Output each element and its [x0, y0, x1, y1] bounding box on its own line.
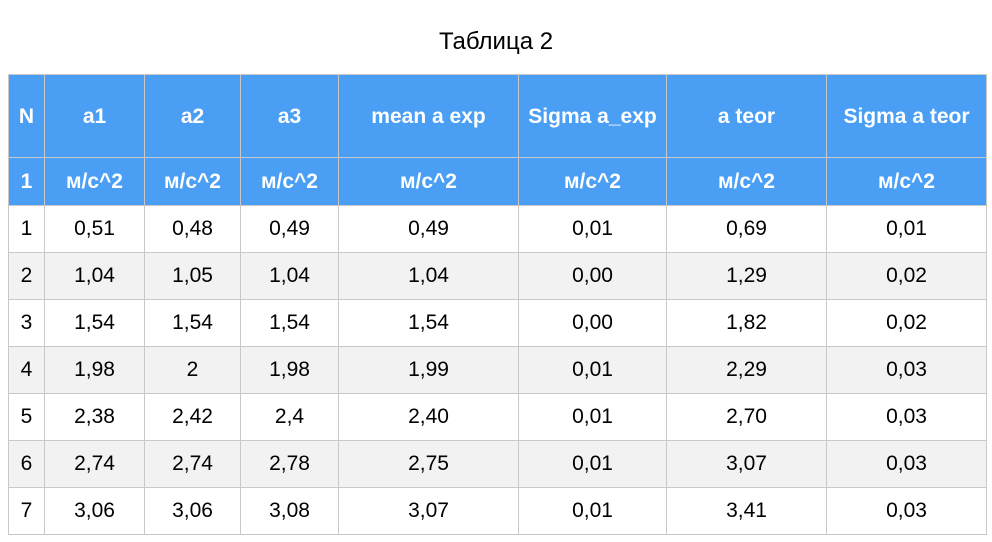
- table-cell: 2,75: [338, 440, 519, 488]
- table-cell: 2,29: [666, 346, 827, 394]
- table-cell: 3,41: [666, 487, 827, 535]
- header-cell-a1: a1: [44, 74, 145, 158]
- table-cell: 1,29: [666, 252, 827, 300]
- table-cell: 0,03: [826, 487, 987, 535]
- table-cell: 3,06: [44, 487, 145, 535]
- table-cell: 0,48: [144, 205, 241, 253]
- header-cell-a2: a2: [144, 74, 241, 158]
- table-row: 5 2,38 2,42 2,4 2,40 0,01 2,70 0,03: [8, 393, 987, 441]
- table-cell: 0,49: [338, 205, 519, 253]
- table-cell: 1,04: [240, 252, 339, 300]
- header-cell-n: N: [8, 74, 45, 158]
- table-cell: 1: [8, 205, 45, 253]
- table-cell: 2,74: [144, 440, 241, 488]
- table-cell: 0,01: [826, 205, 987, 253]
- table-cell: 0,01: [518, 346, 667, 394]
- table-cell: 1,54: [44, 299, 145, 347]
- table-row: 3 1,54 1,54 1,54 1,54 0,00 1,82 0,02: [8, 299, 987, 347]
- table-cell: 1,98: [44, 346, 145, 394]
- table-cell: 0,01: [518, 487, 667, 535]
- table-cell: 1,54: [144, 299, 241, 347]
- table-cell: 1,98: [240, 346, 339, 394]
- table-cell: 3,07: [666, 440, 827, 488]
- table-row: 6 2,74 2,74 2,78 2,75 0,01 3,07 0,03: [8, 440, 987, 488]
- table-cell: 1,54: [338, 299, 519, 347]
- header-cell-a-teor: a teor: [666, 74, 827, 158]
- header-cell-a3: a3: [240, 74, 339, 158]
- table-cell: 0,01: [518, 205, 667, 253]
- table-cell: 2: [144, 346, 241, 394]
- table-cell: 1,05: [144, 252, 241, 300]
- table-cell: 0,00: [518, 299, 667, 347]
- table-cell: 2,40: [338, 393, 519, 441]
- table-cell: 2,4: [240, 393, 339, 441]
- units-cell: м/с^2: [826, 157, 987, 206]
- table-cell: 3,07: [338, 487, 519, 535]
- units-cell: м/с^2: [144, 157, 241, 206]
- table-cell: 2,42: [144, 393, 241, 441]
- table-cell: 3,06: [144, 487, 241, 535]
- table-cell: 1,04: [338, 252, 519, 300]
- table-cell: 2: [8, 252, 45, 300]
- units-row: 1 м/с^2 м/с^2 м/с^2 м/с^2 м/с^2 м/с^2 м/…: [8, 157, 987, 206]
- table-cell: 2,38: [44, 393, 145, 441]
- header-cell-mean-a-exp: mean a exp: [338, 74, 519, 158]
- header-cell-sigma-a-exp: Sigma a_exp: [518, 74, 667, 158]
- table-cell: 0,01: [518, 393, 667, 441]
- table-cell: 4: [8, 346, 45, 394]
- units-cell: м/с^2: [338, 157, 519, 206]
- table-cell: 3,08: [240, 487, 339, 535]
- table-cell: 2,78: [240, 440, 339, 488]
- table-cell: 0,69: [666, 205, 827, 253]
- table-cell: 0,49: [240, 205, 339, 253]
- table-cell: 0,51: [44, 205, 145, 253]
- table-cell: 1,04: [44, 252, 145, 300]
- table-cell: 1,99: [338, 346, 519, 394]
- table-cell: 0,02: [826, 252, 987, 300]
- table-cell: 5: [8, 393, 45, 441]
- table-row: 7 3,06 3,06 3,08 3,07 0,01 3,41 0,03: [8, 487, 987, 535]
- table-cell: 0,02: [826, 299, 987, 347]
- table-row: 1 0,51 0,48 0,49 0,49 0,01 0,69 0,01: [8, 205, 987, 253]
- table-cell: 2,70: [666, 393, 827, 441]
- table-body: 1 0,51 0,48 0,49 0,49 0,01 0,69 0,01 2 1,04 1,05 1,…: [8, 205, 987, 535]
- table-cell: 7: [8, 487, 45, 535]
- data-table: N a1 a2 a3 mean a exp Sigma a_exp a teor…: [8, 74, 987, 535]
- units-cell: м/с^2: [518, 157, 667, 206]
- table-cell: 3: [8, 299, 45, 347]
- table-cell: 0,03: [826, 440, 987, 488]
- table-cell: 0,01: [518, 440, 667, 488]
- units-cell: м/с^2: [44, 157, 145, 206]
- table-cell: 0,00: [518, 252, 667, 300]
- table-cell: 0,03: [826, 393, 987, 441]
- header-row: N a1 a2 a3 mean a exp Sigma a_exp a teor…: [8, 74, 987, 158]
- table-cell: 2,74: [44, 440, 145, 488]
- table-caption: Таблица 2: [438, 28, 554, 55]
- table-cell: 1,54: [240, 299, 339, 347]
- table-cell: 1,82: [666, 299, 827, 347]
- header-cell-sigma-a-teor: Sigma a teor: [826, 74, 987, 158]
- units-cell: м/с^2: [666, 157, 827, 206]
- table-cell: 6: [8, 440, 45, 488]
- table-row: 4 1,98 2 1,98 1,99 0,01 2,29 0,03: [8, 346, 987, 394]
- table-cell: 0,03: [826, 346, 987, 394]
- units-cell: 1: [8, 157, 45, 206]
- units-cell: м/с^2: [240, 157, 339, 206]
- table-row: 2 1,04 1,05 1,04 1,04 0,00 1,29 0,02: [8, 252, 987, 300]
